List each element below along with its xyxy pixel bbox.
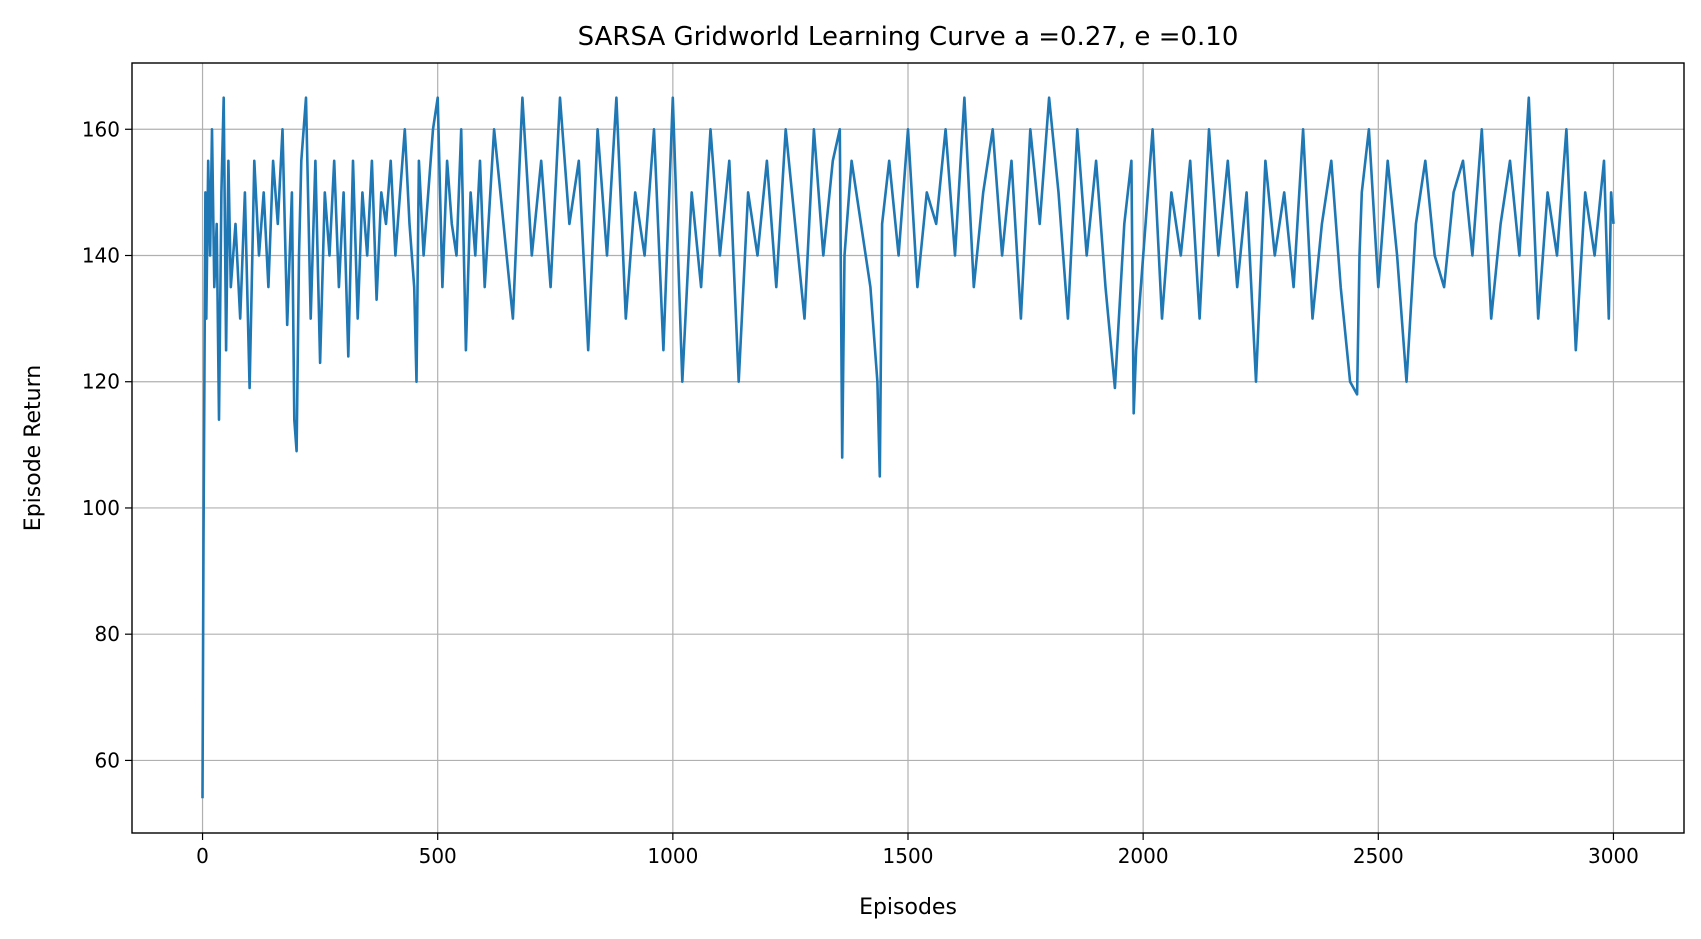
y-axis-label: Episode Return bbox=[21, 365, 46, 531]
y-tick-label: 140 bbox=[82, 244, 120, 268]
series-line bbox=[201, 96, 1615, 799]
x-tick-label: 500 bbox=[419, 844, 457, 868]
y-tick-label: 80 bbox=[95, 622, 120, 646]
y-tick-label: 60 bbox=[95, 748, 120, 772]
plot-area bbox=[201, 96, 1615, 799]
y-tick-label: 160 bbox=[82, 117, 120, 141]
x-tick-label: 3000 bbox=[1588, 844, 1639, 868]
chart-title: SARSA Gridworld Learning Curve a =0.27, … bbox=[578, 22, 1239, 52]
x-tick-label: 1500 bbox=[883, 844, 934, 868]
x-tick-label: 2500 bbox=[1353, 844, 1404, 868]
x-tick-label: 2000 bbox=[1118, 844, 1169, 868]
x-tick-label: 1000 bbox=[647, 844, 698, 868]
grid-lines bbox=[132, 63, 1684, 833]
x-axis-label: Episodes bbox=[859, 895, 957, 920]
y-tick-label: 120 bbox=[82, 370, 120, 394]
y-tick-label: 100 bbox=[82, 496, 120, 520]
x-tick-label: 0 bbox=[196, 844, 209, 868]
axis-ticks: 0 500 1000 1500 2000 2500 3000 60 80 100 120 140 160 bbox=[82, 117, 1639, 868]
